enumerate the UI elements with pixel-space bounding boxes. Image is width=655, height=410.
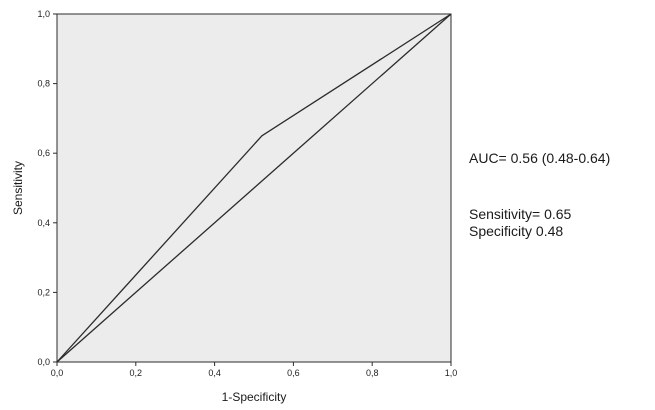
y-tick-label: 0,4	[37, 218, 50, 228]
x-tick-label: 0,0	[51, 368, 64, 378]
y-axis-title: Sensitivity	[11, 161, 25, 215]
roc-curve-line	[56, 13, 452, 363]
sensitivity-annotation: Sensitivity= 0.65	[469, 206, 572, 222]
specificity-annotation: Specificity 0.48	[469, 223, 564, 239]
x-tick-label: 0,6	[287, 368, 300, 378]
x-axis-title: 1-Specificity	[222, 390, 287, 404]
y-axis-ticks: 0,0 0,2 0,4 0,6 0,8 1,0	[37, 9, 57, 367]
y-tick-label: 0,8	[37, 79, 50, 89]
y-tick-label: 0,0	[37, 357, 50, 367]
annotation-block: AUC= 0.56 (0.48-0.64) Sensitivity= 0.65 …	[469, 150, 610, 240]
y-tick-label: 0,6	[37, 148, 50, 158]
series-layer	[56, 13, 452, 363]
auc-annotation: AUC= 0.56 (0.48-0.64)	[469, 150, 611, 166]
y-tick-label: 1,0	[37, 9, 50, 19]
reference-diagonal-line	[56, 13, 452, 363]
x-tick-label: 0,2	[130, 368, 143, 378]
x-tick-label: 1,0	[445, 368, 458, 378]
x-tick-label: 0,4	[208, 368, 221, 378]
y-tick-label: 0,2	[37, 287, 50, 297]
x-tick-label: 0,8	[366, 368, 379, 378]
x-axis-ticks: 0,0 0,2 0,4 0,6 0,8 1,0	[51, 362, 458, 378]
